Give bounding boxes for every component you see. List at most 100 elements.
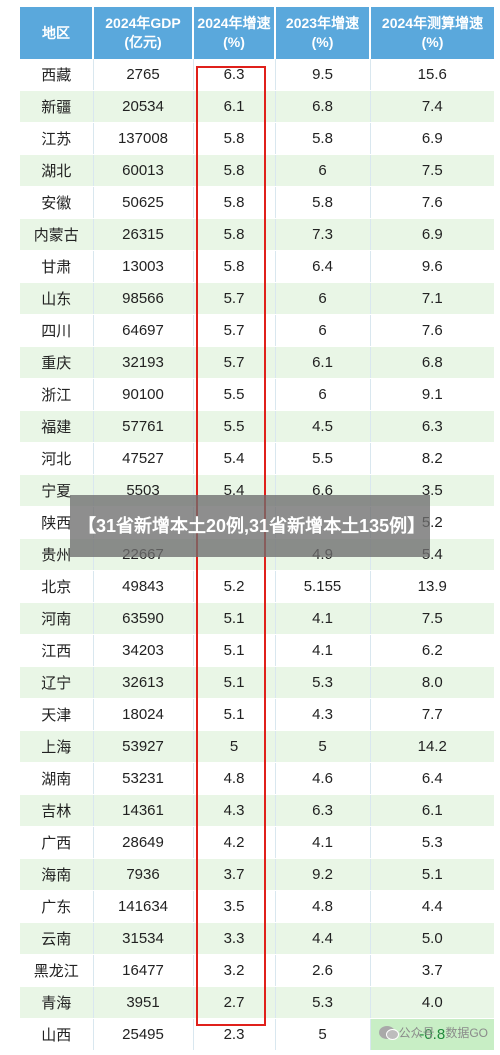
table-row: 四川 64697 5.7 6 7.6 [20,314,494,347]
table-row: 安徽 50625 5.8 5.8 7.6 [20,186,494,219]
gdp-cell: 13003 [93,250,194,283]
region-cell: 河南 [20,602,94,635]
table-row: 重庆 32193 5.7 6.1 6.8 [20,346,494,379]
table-row: 山东 98566 5.7 6 7.1 [20,282,494,315]
gdp-cell: 47527 [93,442,194,475]
watermark-text: 公众号 · 数据GO [398,1026,488,1040]
table-row: 上海 53927 5 5 14.2 [20,730,494,763]
table-row: 广东 141634 3.5 4.8 4.4 [20,890,494,923]
growth-2023-cell: 6 [275,154,371,187]
table-row: 福建 57761 5.5 4.5 6.3 [20,410,494,443]
estimated-growth-cell: 4.4 [370,890,494,923]
table-row: 黑龙江 16477 3.2 2.6 3.7 [20,954,494,987]
growth-2023-cell: 5.3 [275,986,371,1019]
watermark: 公众号 · 数据GO [378,1024,488,1041]
table-row: 天津 18024 5.1 4.3 7.7 [20,698,494,731]
region-cell: 江苏 [20,122,94,155]
growth-2023-cell: 5.8 [275,122,371,155]
table-row: 浙江 90100 5.5 6 9.1 [20,378,494,411]
column-header-line1: 2023年增速 [285,15,360,31]
growth-2024-cell: 5.1 [193,634,276,667]
region-cell: 安徽 [20,186,94,219]
growth-2024-cell: 5.7 [193,346,276,379]
estimated-growth-cell: 8.2 [370,442,494,475]
estimated-growth-cell: 5.3 [370,826,494,859]
table-row: 海南 7936 3.7 9.2 5.1 [20,858,494,891]
gdp-cell: 31534 [93,922,194,955]
estimated-growth-cell: 6.9 [370,218,494,251]
region-cell: 新疆 [20,90,94,123]
growth-2023-cell: 4.4 [275,922,371,955]
growth-2024-cell: 3.7 [193,858,276,891]
estimated-growth-cell: 13.9 [370,570,494,603]
region-cell: 北京 [20,570,94,603]
growth-2024-cell: 5.2 [193,570,276,603]
growth-2024-cell: 4.2 [193,826,276,859]
growth-2023-cell: 4.3 [275,698,371,731]
gdp-cell: 26315 [93,218,194,251]
growth-2023-cell: 4.6 [275,762,371,795]
region-cell: 海南 [20,858,94,891]
gdp-cell: 16477 [93,954,194,987]
estimated-growth-cell: 7.4 [370,90,494,123]
region-cell: 河北 [20,442,94,475]
region-cell: 广西 [20,826,94,859]
growth-2024-cell: 5.1 [193,698,276,731]
growth-2024-cell: 5.7 [193,282,276,315]
region-cell: 青海 [20,986,94,1019]
growth-2023-cell: 4.1 [275,634,371,667]
estimated-growth-cell: 6.8 [370,346,494,379]
growth-2024-cell: 5.4 [193,442,276,475]
region-cell: 广东 [20,890,94,923]
growth-2024-cell: 5.8 [193,250,276,283]
table-row: 云南 31534 3.3 4.4 5.0 [20,922,494,955]
news-banner[interactable]: 【31省新增本土20例,31省新增本土135例】 [70,495,430,557]
growth-2023-cell: 2.6 [275,954,371,987]
region-cell: 云南 [20,922,94,955]
growth-2024-cell: 3.2 [193,954,276,987]
gdp-cell: 63590 [93,602,194,635]
gdp-cell: 49843 [93,570,194,603]
estimated-growth-cell: 6.1 [370,794,494,827]
growth-2023-cell: 4.8 [275,890,371,923]
table-row: 湖北 60013 5.8 6 7.5 [20,154,494,187]
estimated-growth-cell: 5.1 [370,858,494,891]
table-row: 广西 28649 4.2 4.1 5.3 [20,826,494,859]
estimated-growth-cell: 7.5 [370,602,494,635]
table-body: 西藏 2765 6.3 9.5 15.6 新疆 20534 6.1 6.8 7.4 江苏 137008… [20,59,494,1051]
growth-2024-cell: 2.7 [193,986,276,1019]
estimated-growth-cell: 9.6 [370,250,494,283]
estimated-growth-cell: 8.0 [370,666,494,699]
gdp-cell: 25495 [93,1018,194,1051]
column-header-line2: (%) [311,34,334,50]
region-cell: 贵州 [20,538,94,571]
growth-2024-cell: 5.8 [193,186,276,219]
growth-2024-cell: 4.8 [193,762,276,795]
news-banner-text: 【31省新增本土20例,31省新增本土135例】 [78,515,426,536]
region-cell: 内蒙古 [20,218,94,251]
estimated-growth-cell: 6.2 [370,634,494,667]
column-header-line1: 地区 [42,24,70,41]
growth-2023-cell: 5.3 [275,666,371,699]
column-header: 2024年测算增速 (%) [370,7,494,59]
table-row: 甘肃 13003 5.8 6.4 9.6 [20,250,494,283]
growth-2024-cell: 5.8 [193,122,276,155]
table-row: 江苏 137008 5.8 5.8 6.9 [20,122,494,155]
estimated-growth-cell: 5.0 [370,922,494,955]
estimated-growth-cell: 4.0 [370,986,494,1019]
region-cell: 浙江 [20,378,94,411]
region-cell: 山西 [20,1018,94,1051]
column-header: 地区 [20,7,94,59]
gdp-cell: 64697 [93,314,194,347]
column-header-line2: (%) [421,34,444,50]
region-cell: 西藏 [20,59,94,91]
table-row: 山西 25495 2.3 5 -0.8 [20,1018,494,1051]
estimated-growth-cell: 7.1 [370,282,494,315]
growth-2023-cell: 6 [275,314,371,347]
gdp-table-container: 地区 2024年GDP (亿元) 2024年增速 (%) 2023年增速 (%) 2024年测… [20,7,494,1051]
gdp-growth-table: 地区 2024年GDP (亿元) 2024年增速 (%) 2023年增速 (%) 2024年测… [20,7,494,1051]
region-cell: 湖南 [20,762,94,795]
table-row: 湖南 53231 4.8 4.6 6.4 [20,762,494,795]
gdp-cell: 90100 [93,378,194,411]
region-cell: 上海 [20,730,94,763]
